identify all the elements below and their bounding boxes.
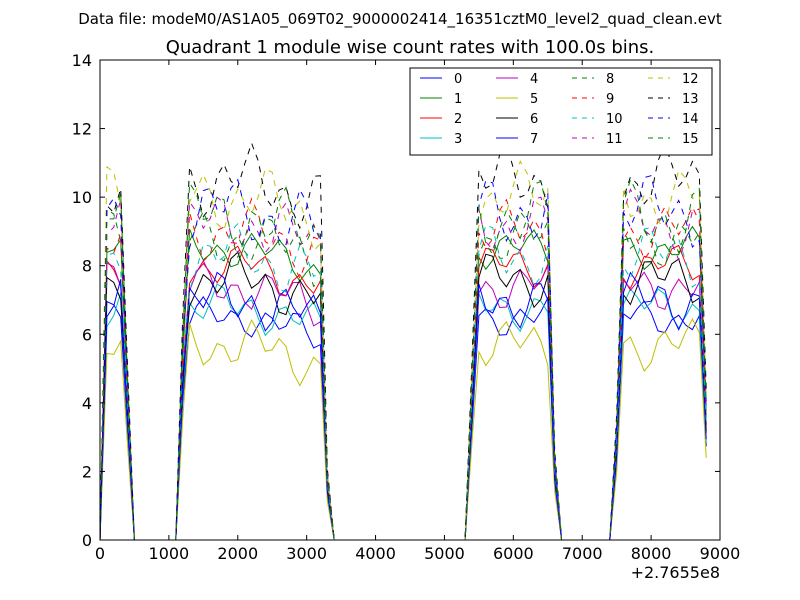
x-tick-label: 6000	[493, 544, 534, 563]
y-tick-label: 6	[82, 325, 92, 344]
series-line-0	[99, 296, 707, 541]
legend-label-15: 15	[682, 132, 699, 147]
legend-label-3: 3	[454, 132, 462, 147]
legend-label-10: 10	[606, 112, 623, 127]
y-tick-label: 12	[72, 120, 92, 139]
x-tick-label: 7000	[562, 544, 603, 563]
y-tick-label: 0	[82, 531, 92, 550]
legend-label-14: 14	[682, 112, 699, 127]
y-tick-label: 4	[82, 394, 92, 413]
legend-label-0: 0	[454, 72, 462, 87]
x-tick-label: 2000	[217, 544, 258, 563]
chart-title: Quadrant 1 module wise count rates with …	[166, 37, 655, 58]
series-line-5	[99, 318, 707, 541]
series-line-3	[99, 283, 707, 541]
x-tick-label: 1000	[149, 544, 190, 563]
series-layer	[99, 141, 707, 541]
legend-label-1: 1	[454, 92, 462, 107]
series-line-7	[99, 271, 707, 541]
x-offset-label: +2.7655e8	[631, 563, 720, 582]
legend-label-11: 11	[606, 132, 623, 147]
series-line-13	[99, 141, 707, 541]
plot-frame	[99, 59, 721, 541]
legend-label-12: 12	[682, 72, 699, 87]
legend-label-4: 4	[530, 72, 538, 87]
legend-label-13: 13	[682, 92, 699, 107]
x-axis: 0 1000 2000 3000 4000 5000 6000 7000 8000 9000	[95, 60, 740, 563]
y-tick-label: 10	[72, 188, 92, 207]
y-tick-label: 8	[82, 257, 92, 276]
series-line-6	[99, 251, 707, 541]
series-line-1	[99, 225, 707, 541]
x-tick-label: 8000	[631, 544, 672, 563]
legend-label-2: 2	[454, 112, 462, 127]
y-tick-label: 2	[82, 462, 92, 481]
legend-label-7: 7	[530, 132, 538, 147]
chart-supertitle: Data file: modeM0/AS1A05_069T02_90000024…	[78, 10, 722, 29]
legend-label-6: 6	[530, 112, 538, 127]
legend-frame	[409, 67, 713, 156]
x-tick-label: 4000	[355, 544, 396, 563]
legend-label-9: 9	[606, 92, 614, 107]
x-tick-label: 5000	[424, 544, 465, 563]
legend-label-8: 8	[606, 72, 614, 87]
y-tick-label: 14	[72, 51, 92, 70]
x-tick-label: 9000	[700, 544, 741, 563]
x-tick-label: 3000	[286, 544, 327, 563]
x-tick-label: 0	[95, 544, 105, 563]
series-line-10	[99, 222, 707, 541]
legend-label-5: 5	[530, 92, 538, 107]
